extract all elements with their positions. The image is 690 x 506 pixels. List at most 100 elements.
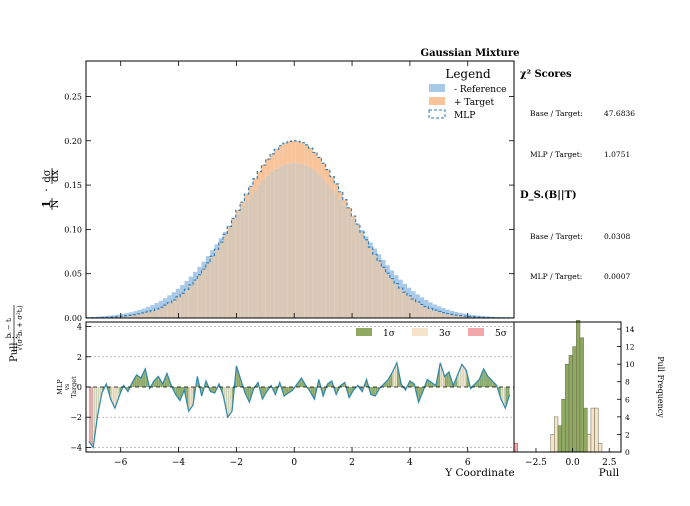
bar-overlap xyxy=(175,296,181,318)
pull-y-tick-label: 4 xyxy=(77,323,82,332)
bar-overlap xyxy=(351,217,356,318)
bar-overlap xyxy=(458,315,463,318)
bar-overlap xyxy=(111,316,116,318)
bar-excess xyxy=(347,207,352,212)
bar-overlap xyxy=(300,164,305,318)
kl-mlp-label: MLP / Target: xyxy=(530,272,582,281)
bar-excess xyxy=(458,312,463,316)
hist-y-tick-label: 6 xyxy=(625,395,630,404)
bar-overlap xyxy=(432,310,437,318)
bar-overlap xyxy=(385,273,390,318)
bar-excess xyxy=(103,316,108,318)
hist-x-tick-label: −2.5 xyxy=(525,458,547,468)
bar-overlap xyxy=(454,315,459,318)
bar-overlap xyxy=(462,316,467,318)
bar-excess xyxy=(351,216,356,218)
bar-overlap xyxy=(197,274,202,318)
bar-excess xyxy=(218,238,223,243)
bar-overlap xyxy=(248,195,253,318)
bar-overlap xyxy=(167,302,172,318)
bar-excess xyxy=(419,297,425,305)
bar-overlap xyxy=(295,163,300,318)
y-tick-label: 0.20 xyxy=(64,137,82,146)
bar-excess xyxy=(389,270,395,279)
chi2-base-value: 47.6836 xyxy=(604,109,635,118)
bar-overlap xyxy=(308,168,313,318)
bar-excess xyxy=(381,260,386,268)
bar-excess xyxy=(428,302,433,309)
legend-swatch-target xyxy=(429,97,445,105)
sigma-swatch-5 xyxy=(468,328,484,336)
bar-overlap xyxy=(244,200,249,318)
hist-y-tick-label: 2 xyxy=(625,430,630,439)
chi2-mlp-value: 1.0751 xyxy=(604,150,630,159)
bar-excess xyxy=(222,232,228,235)
y-tick-label: 0.05 xyxy=(64,270,82,279)
bar-overlap xyxy=(270,171,275,318)
bar-overlap xyxy=(150,310,155,318)
bar-overlap xyxy=(325,183,330,318)
bar-excess xyxy=(180,284,185,294)
bar-overlap xyxy=(261,179,266,318)
svg-text:·: · xyxy=(40,188,53,192)
bar-overlap xyxy=(389,278,395,318)
bar-overlap xyxy=(368,247,373,318)
main-y-label: 1 N · dσ dx xyxy=(40,168,61,210)
pull-panel: −4 −2 0 2 4 −6 −4 −2 0 2 4 6 1σ 3σ 5σ MLP vs Targe… xyxy=(5,305,515,479)
bar-overlap xyxy=(372,254,378,318)
bar-excess xyxy=(287,141,292,164)
bar-excess xyxy=(235,210,241,214)
bar-excess xyxy=(377,254,382,262)
kl-base-label: Base / Target: xyxy=(530,232,583,241)
pull-hist-bin xyxy=(550,434,555,453)
bar-excess xyxy=(466,314,472,317)
svg-text:dx: dx xyxy=(50,170,61,182)
bar-excess xyxy=(342,199,348,206)
bar-excess xyxy=(334,183,339,194)
bar-overlap xyxy=(381,267,386,318)
pull-hist-bin xyxy=(565,363,570,453)
kl-base-value: 0.0308 xyxy=(604,232,630,241)
bar-excess xyxy=(184,280,189,290)
bar-overlap xyxy=(201,269,206,318)
bar-overlap xyxy=(128,315,134,318)
main-panel: Gaussian Mixture 0.00 0.05 0.10 0.15 0.20 0.2… xyxy=(40,48,519,323)
mlp-step-line xyxy=(86,140,514,319)
stats-panel: χ² Scores Base / Target: 47.6836 MLP / T… xyxy=(520,69,635,281)
bar-excess xyxy=(462,313,467,317)
bar-excess xyxy=(282,143,288,165)
bar-excess xyxy=(171,292,176,300)
bar-excess xyxy=(317,157,322,175)
bar-overlap xyxy=(411,299,416,318)
bar-excess xyxy=(145,306,151,312)
bar-excess xyxy=(329,176,335,189)
bar-excess xyxy=(479,316,485,318)
pull-formula-label: Pull : bᵢ − tᵢ √(σ²bᵢ + σ²tᵢ) xyxy=(5,305,24,362)
legend-label-mlp: MLP xyxy=(454,111,475,121)
bar-overlap xyxy=(154,308,159,318)
pull-hist-frame xyxy=(513,321,622,453)
chi2-mlp-label: MLP / Target: xyxy=(530,150,582,159)
bar-excess xyxy=(205,256,211,263)
bar-overlap xyxy=(235,213,241,318)
bar-excess xyxy=(488,316,493,318)
bar-overlap xyxy=(402,292,407,318)
pull-hist-bin xyxy=(583,407,588,453)
pull-hist-bin xyxy=(572,346,577,453)
pull-hist-bin xyxy=(568,355,573,453)
bar-excess xyxy=(441,308,446,313)
bar-excess xyxy=(265,159,271,176)
bar-overlap xyxy=(359,232,365,318)
bar-overlap xyxy=(240,206,245,318)
bar-overlap xyxy=(137,313,142,318)
bar-overlap xyxy=(329,188,335,318)
bar-excess xyxy=(150,305,155,311)
bar-overlap xyxy=(304,165,309,318)
bar-excess xyxy=(107,315,112,318)
sigma-label-5: 5σ xyxy=(495,329,507,339)
bar-overlap xyxy=(180,293,185,318)
pull-x-ticks: −6 −4 −2 0 2 4 6 xyxy=(114,447,471,468)
svg-text:√(σ²bᵢ + σ²tᵢ): √(σ²bᵢ + σ²tᵢ) xyxy=(16,305,24,351)
bar-excess xyxy=(163,298,168,306)
bar-excess xyxy=(359,230,365,233)
